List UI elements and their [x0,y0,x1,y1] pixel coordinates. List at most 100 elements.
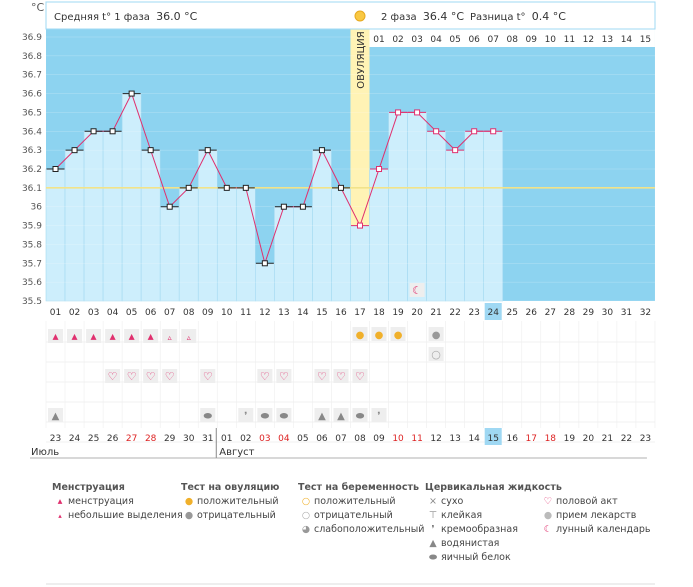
intercourse-heart-icon-cell [162,369,178,383]
creamy-icon: ❜ [431,524,435,535]
legend-ovulation-negative: отрицательный [197,510,276,521]
cycle-day-label: 09 [202,308,214,318]
egg-white-fluid-icon: ⬬ [261,411,270,422]
intercourse-heart-icon-cell [333,369,349,383]
temperature-bar [83,130,104,302]
temperature-point [223,184,230,191]
creamy-fluid-icon: ❜ [244,411,247,422]
after-ovulation-row [369,29,655,47]
legend-cervical-dry: сухо [441,496,464,507]
calendar-day-label: 19 [564,434,576,444]
legend-cervical-sticky: клейкая [441,510,483,521]
calendar-day-label: 28 [145,434,157,444]
temperature-point [166,203,173,210]
egg-white-fluid-icon: ⬬ [356,411,365,422]
cycle-day-label: 31 [621,308,632,318]
temperature-point [395,109,402,116]
cycle-day-label: 10 [221,308,233,318]
y-tick-label: 36.9 [22,33,42,43]
calendar-day-label: 27 [126,434,137,444]
pregnancy-weak-icon: ◕ [301,524,311,535]
legend-cervical-title: Цервикальная жидкость [425,482,562,493]
egg-white-fluid-icon-cell [200,408,216,422]
svg-text:2 фаза 36.4 °С: 2 фаза 36.4 °С [381,10,464,23]
intercourse-heart-icon-cell [276,369,292,383]
calendar-day-label: 11 [411,434,422,444]
y-tick-label: 35.8 [22,240,42,250]
calendar-day-label: 22 [621,434,632,444]
temperature-point [356,222,363,229]
legend-ovulation-positive: положительный [197,496,279,507]
cycle-day-label: 16 [335,308,347,318]
y-tick-label: 36.6 [22,90,42,100]
calendar-day-label: 21 [602,434,613,444]
legend-ovulation-test: Тест на овуляцию ● положительный ● отрицат… [181,482,279,523]
calendar-day-label: 20 [583,434,595,444]
intercourse-heart-icon: ♡ [317,370,327,383]
calendar-day-label: 10 [392,434,404,444]
intercourse-heart-icon-cell [143,369,159,383]
temperature-point [242,184,249,191]
watery-fluid-icon: ▲ [52,411,60,422]
menstruation-icon-cell [48,329,64,343]
temperature-point [490,128,497,135]
cycle-day-label: 29 [583,308,595,318]
creamy-fluid-icon-cell [371,408,387,422]
pregnancy-negative-icon: ○ [431,348,441,361]
temperature-point [414,109,421,116]
temperature-bar [426,130,446,302]
intercourse-heart-icon-cell [352,369,368,383]
cycle-day-label: 06 [145,308,157,318]
calendar-day-label: 15 [487,434,498,444]
menstruation-icon-cell [67,329,83,343]
header-bar: °C Средняя t° 1 фаза 36.0 °С 2 фаза 36.4… [31,1,656,30]
temperature-point [280,203,287,210]
legend-cervical-fluid: Цервикальная жидкость × сухо ⊤ клейкая ❜ кр… [425,482,562,565]
menstruation-icon-cell [124,329,140,343]
calendar-day-label: 29 [164,434,176,444]
calendar-day-label: 02 [240,434,251,444]
phase1-label: Средняя t° 1 фаза [54,12,150,23]
intercourse-heart-icon-cell [105,369,121,383]
y-tick-label: 36.7 [22,71,42,81]
temperature-bar [293,206,313,302]
pregnancy-negative-icon: ○ [301,510,311,521]
y-tick-label: 36.3 [22,146,42,156]
temperature-point [433,128,440,135]
legend-menstruation-title: Менструация [52,482,125,493]
temperature-line [55,92,494,266]
cycle-day-label: 14 [297,308,309,318]
calendar-day-label: 12 [430,434,441,444]
y-tick-label: 35.9 [22,222,42,232]
spotting-drop-icon: ▴ [58,512,62,520]
temperature-bar [45,168,66,302]
temperature-point [376,166,383,172]
cycle-day-label: 18 [373,308,385,318]
egg-white-icon: ⬬ [428,552,438,563]
after-ovulation-day: 15 [640,35,651,45]
svg-text:Средняя t° 1 фаза 36.0 °: Средняя t° 1 фаза 36.0 °С [54,10,198,23]
cycle-day-label: 04 [107,308,119,318]
watery-fluid-icon-cell [333,408,349,422]
cycle-day-label: 25 [507,308,518,318]
temperature-bar [274,206,294,302]
menstruation-icon: ▴ [72,329,78,343]
diff-value: 0.4 °С [532,10,566,23]
menstruation-icon: ▴ [91,329,97,343]
menstruation-icon-cell [86,329,102,343]
temperature-point [471,128,478,135]
temperature-point [452,147,459,154]
intercourse-heart-icon-cell [314,369,330,383]
pregnancy-negative-icon-cell [428,347,444,361]
cycle-day-label: 28 [564,308,576,318]
calendar-day-label: 25 [88,434,99,444]
watery-fluid-icon: ▲ [337,411,345,422]
calendar-day-label: 18 [545,434,557,444]
y-tick-label: 36.1 [22,184,42,194]
temperature-bar [483,130,504,302]
temperature-bar [121,93,142,302]
after-ovulation-day: 05 [449,35,460,45]
watery-icon: ▲ [429,538,437,549]
calendar-day-label: 09 [373,434,385,444]
temperature-points [46,90,503,267]
